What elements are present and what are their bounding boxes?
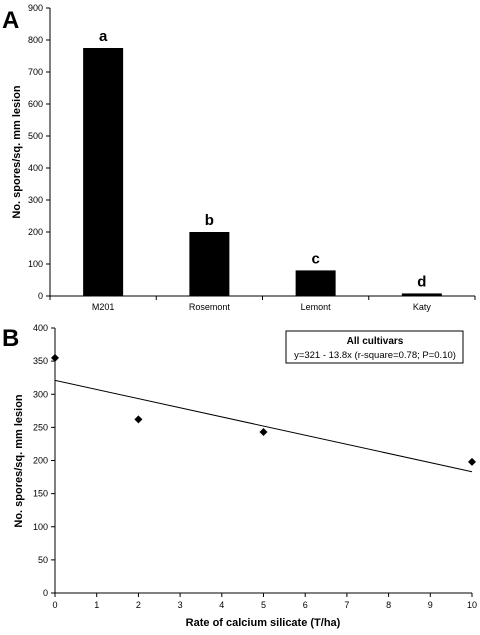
bar bbox=[401, 293, 442, 296]
y-tick-label: 200 bbox=[28, 227, 43, 237]
x-tick-label: Katy bbox=[413, 302, 432, 312]
bar bbox=[83, 48, 124, 296]
panel-b-y-axis-title: No. spores/sq. mm lesion bbox=[13, 394, 25, 528]
x-tick-label: M201 bbox=[92, 302, 115, 312]
x-tick-label: 0 bbox=[52, 600, 57, 610]
y-tick-label: 250 bbox=[33, 422, 48, 432]
panel-a-y-ticks: 0 100 200 300 400 500 600 700 800 900 bbox=[28, 3, 50, 301]
panel-b-label: B bbox=[2, 325, 19, 352]
y-tick-label: 300 bbox=[28, 195, 43, 205]
panel-a-x-ticks: M201 Rosemont Lemont Katy bbox=[49, 296, 476, 312]
x-tick-label: Rosemont bbox=[189, 302, 231, 312]
data-point bbox=[134, 415, 143, 424]
legend-title: All cultivars bbox=[347, 336, 404, 347]
x-tick-label: 10 bbox=[467, 600, 477, 610]
x-tick-label: 3 bbox=[178, 600, 183, 610]
x-tick-label: 2 bbox=[136, 600, 141, 610]
x-tick-label: 4 bbox=[219, 600, 224, 610]
x-tick-label: 8 bbox=[386, 600, 391, 610]
panel-a-chart: 0 100 200 300 400 500 600 700 800 900 a b c d M201 Ro… bbox=[11, 3, 476, 312]
y-tick-label: 350 bbox=[33, 356, 48, 366]
data-point bbox=[468, 457, 476, 466]
significance-letter: b bbox=[205, 212, 214, 229]
bar bbox=[295, 270, 336, 296]
y-tick-label: 0 bbox=[43, 588, 48, 598]
panel-b-points bbox=[51, 353, 476, 466]
y-tick-label: 400 bbox=[28, 163, 43, 173]
x-tick-label: 6 bbox=[303, 600, 308, 610]
x-tick-label: 1 bbox=[94, 600, 99, 610]
panel-b-y-ticks: 0 50 100 150 200 250 300 350 400 bbox=[33, 323, 55, 598]
panel-b-legend: All cultivars y=321 - 13.8x (r-square=0.… bbox=[285, 330, 464, 364]
panel-a-label: A bbox=[2, 7, 19, 34]
y-tick-label: 900 bbox=[28, 3, 43, 13]
y-tick-label: 300 bbox=[33, 389, 48, 399]
panel-a-bars: a b c d bbox=[83, 28, 442, 296]
x-tick-label: 9 bbox=[428, 600, 433, 610]
y-tick-label: 500 bbox=[28, 131, 43, 141]
y-tick-label: 0 bbox=[38, 291, 43, 301]
bar bbox=[189, 232, 230, 296]
data-point bbox=[259, 428, 268, 437]
y-tick-label: 50 bbox=[38, 555, 48, 565]
legend-equation: y=321 - 13.8x (r-square=0.78; P=0.10) bbox=[294, 350, 456, 361]
x-tick-label: Lemont bbox=[301, 302, 332, 312]
panel-a-y-axis-title: No. spores/sq. mm lesion bbox=[11, 85, 23, 219]
y-tick-label: 800 bbox=[28, 35, 43, 45]
y-tick-label: 100 bbox=[28, 259, 43, 269]
y-tick-label: 700 bbox=[28, 67, 43, 77]
y-tick-label: 400 bbox=[33, 323, 48, 333]
panel-b-x-ticks: 0 1 2 3 4 5 6 7 8 9 10 bbox=[52, 593, 477, 610]
panel-b-x-axis-title: Rate of calcium silicate (T/ha) bbox=[186, 617, 341, 629]
significance-letter: c bbox=[311, 250, 319, 267]
panel-b-chart: 0 50 100 150 200 250 300 350 400 0 1 2 3 4 5 6 7 8 9 10 Al… bbox=[13, 323, 477, 629]
y-tick-label: 100 bbox=[33, 522, 48, 532]
significance-letter: a bbox=[99, 28, 108, 45]
panel-b-trendline bbox=[54, 379, 473, 473]
y-tick-label: 600 bbox=[28, 99, 43, 109]
data-point bbox=[51, 353, 59, 362]
y-tick-label: 150 bbox=[33, 489, 48, 499]
x-tick-label: 7 bbox=[344, 600, 349, 610]
legend-box bbox=[285, 330, 464, 364]
significance-letter: d bbox=[417, 273, 426, 290]
x-tick-label: 5 bbox=[261, 600, 266, 610]
y-tick-label: 200 bbox=[33, 456, 48, 466]
